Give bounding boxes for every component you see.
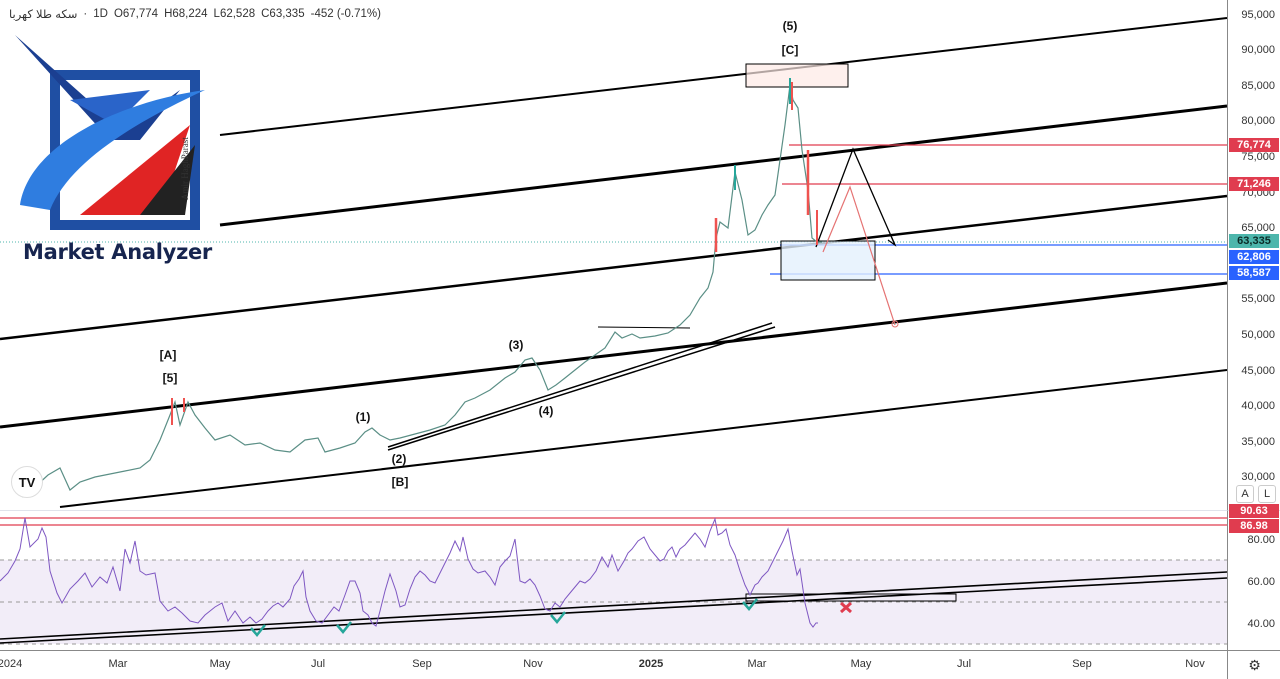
rsi-canvas bbox=[0, 517, 1227, 645]
rsi-label-8698: 86.98 bbox=[1229, 519, 1279, 533]
auto-scale-button[interactable]: A bbox=[1236, 485, 1254, 503]
time-tick: 2025 bbox=[638, 658, 664, 670]
time-tick: Jul bbox=[310, 658, 326, 670]
price-tick: 65,000 bbox=[1241, 222, 1275, 234]
time-tick: Nov bbox=[523, 658, 543, 670]
candlesticks bbox=[21, 78, 822, 498]
high-value: H68,224 bbox=[164, 8, 208, 20]
price-tick: 35,000 bbox=[1241, 436, 1275, 448]
rsi-tick: 60.00 bbox=[1247, 576, 1275, 588]
price-axis[interactable]: 95,000 90,000 85,000 80,000 75,000 70,00… bbox=[1227, 0, 1280, 510]
wave-label-C: [C] bbox=[781, 43, 799, 57]
wave-label-2: (2) bbox=[391, 452, 407, 466]
interval-label[interactable]: 1D bbox=[93, 8, 108, 20]
eagle-logo-icon: Amir HaghParast bbox=[15, 35, 205, 230]
symbol-name[interactable]: سکه طلا کهربا bbox=[9, 9, 78, 21]
price-chart-pane[interactable]: سکه طلا کهربا · 1D O67,774 H68,224 L62,5… bbox=[0, 0, 1227, 510]
price-tick: 55,000 bbox=[1241, 293, 1275, 305]
low-value: L62,528 bbox=[213, 8, 256, 20]
settings-icon: ⚙ bbox=[1248, 656, 1261, 673]
wave-label-5-minor: [5] bbox=[162, 371, 178, 385]
time-axis[interactable]: 2024 Mar May Jul Sep Nov 2025 Mar May Ju… bbox=[0, 650, 1227, 679]
price-tick: 85,000 bbox=[1241, 80, 1275, 92]
time-tick: Nov bbox=[1185, 658, 1205, 670]
price-tick: 95,000 bbox=[1241, 9, 1275, 21]
wave-label-B: [B] bbox=[391, 475, 409, 489]
price-label-71246: 71,246 bbox=[1229, 177, 1279, 191]
price-tick: 30,000 bbox=[1241, 471, 1275, 483]
wave-label-1: (1) bbox=[355, 410, 371, 424]
rsi-axis[interactable]: 90.63 86.98 80.00 60.00 40.00 bbox=[1227, 504, 1280, 651]
wave-label-4: (4) bbox=[538, 404, 554, 418]
open-value: O67,774 bbox=[113, 8, 159, 20]
price-tick: 80,000 bbox=[1241, 115, 1275, 127]
close-value: C63,335 bbox=[261, 8, 305, 20]
market-analyzer-logo: Amir HaghParast Market Analyzer bbox=[10, 30, 215, 270]
rsi-label-9063: 90.63 bbox=[1229, 504, 1279, 518]
check-icon bbox=[550, 611, 566, 624]
time-tick: Sep bbox=[1072, 658, 1092, 670]
time-tick: Mar bbox=[747, 658, 767, 670]
wave-label-A: [A] bbox=[159, 348, 177, 362]
last-price-label: 63,335 bbox=[1229, 234, 1279, 248]
price-label-62806: 62,806 bbox=[1229, 250, 1279, 264]
time-tick: May bbox=[850, 658, 872, 670]
price-tick: 90,000 bbox=[1241, 44, 1275, 56]
chart-settings-button[interactable]: ⚙ bbox=[1227, 650, 1280, 679]
time-tick: May bbox=[209, 658, 231, 670]
time-tick: 2024 bbox=[0, 658, 23, 670]
price-label-76774: 76,774 bbox=[1229, 138, 1279, 152]
svg-text:Amir HaghParast: Amir HaghParast bbox=[180, 137, 190, 200]
price-tick: 45,000 bbox=[1241, 365, 1275, 377]
chart-legend: سکه طلا کهربا · 1D O67,774 H68,224 L62,5… bbox=[6, 6, 384, 22]
brand-text: Market Analyzer bbox=[22, 240, 212, 264]
price-label-58587: 58,587 bbox=[1229, 266, 1279, 280]
price-tick: 40,000 bbox=[1241, 400, 1275, 412]
check-icon bbox=[336, 621, 352, 634]
change-value: -452 (-0.71%) bbox=[310, 8, 381, 20]
time-tick: Mar bbox=[108, 658, 128, 670]
tradingview-logo-icon[interactable]: TV bbox=[11, 466, 43, 498]
price-tick: 75,000 bbox=[1241, 151, 1275, 163]
rsi-tick: 40.00 bbox=[1247, 618, 1275, 630]
check-icon bbox=[250, 624, 266, 637]
rsi-tick: 80.00 bbox=[1247, 534, 1275, 546]
check-icon bbox=[742, 598, 758, 611]
legend-separator: · bbox=[83, 8, 88, 20]
price-tick: 50,000 bbox=[1241, 329, 1275, 341]
log-scale-button[interactable]: L bbox=[1258, 485, 1276, 503]
price-chart-canvas bbox=[0, 17, 1227, 508]
rsi-pane[interactable] bbox=[0, 510, 1227, 651]
time-tick: Jul bbox=[956, 658, 972, 670]
wave-label-5: (5) bbox=[782, 19, 798, 33]
wave-label-3: (3) bbox=[508, 338, 524, 352]
time-tick: Sep bbox=[412, 658, 432, 670]
